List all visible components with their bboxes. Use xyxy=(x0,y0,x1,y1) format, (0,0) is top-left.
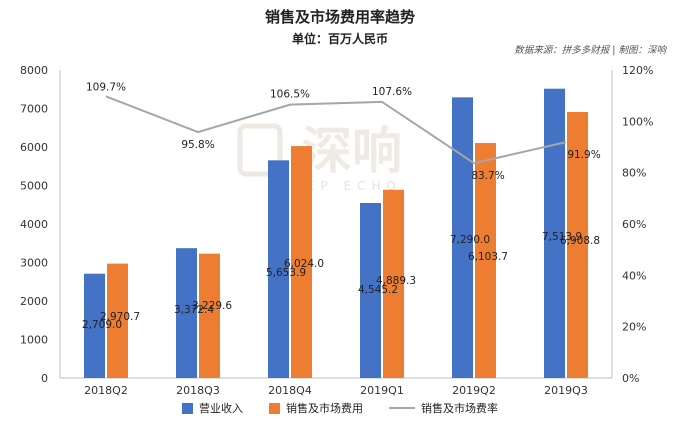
legend-swatch-marketing-expense xyxy=(269,402,280,414)
data-label-expense-ratio: 106.5% xyxy=(270,89,310,101)
data-label-marketing-expense: 3,229.6 xyxy=(192,300,232,312)
bar-marketing-expense xyxy=(291,146,312,378)
chart-title: 销售及市场费用率趋势 xyxy=(264,8,415,26)
y-right-tick-label: 40% xyxy=(622,269,646,282)
data-label-marketing-expense: 6,103.7 xyxy=(468,251,508,263)
legend-item-revenue: 营业收入 xyxy=(182,400,243,416)
bar-marketing-expense xyxy=(567,112,588,378)
data-label-revenue: 3,372.4 xyxy=(174,304,214,316)
watermark-logo-frame xyxy=(237,123,283,177)
x-tick-label: 2019Q2 xyxy=(452,384,496,397)
legend-swatch-revenue xyxy=(182,402,193,414)
line-expense-ratio xyxy=(105,95,567,165)
bar-marketing-expense xyxy=(475,143,496,378)
y-left-tick-label: 3000 xyxy=(20,257,48,270)
data-label-expense-ratio: 95.8% xyxy=(181,139,214,151)
data-label-revenue: 7,513.9 xyxy=(542,231,582,243)
data-label-revenue: 4,545.2 xyxy=(358,284,398,296)
y-right-tick-label: 60% xyxy=(622,218,646,231)
bar-marketing-expense xyxy=(199,253,220,378)
legend-label-marketing-expense: 销售及市场费用 xyxy=(286,402,363,415)
y-right-tick-label: 0% xyxy=(622,372,639,385)
chart-legend: 营业收入 销售及市场费用 销售及市场费率 xyxy=(0,400,680,416)
legend-item-expense-ratio: 销售及市场费率 xyxy=(389,400,498,416)
bar-marketing-expense xyxy=(107,263,128,378)
y-left-tick-label: 8000 xyxy=(20,64,48,77)
watermark-text: 深响 xyxy=(302,122,402,180)
y-right-tick-label: 120% xyxy=(622,64,653,77)
y-left-tick-label: 7000 xyxy=(20,103,48,116)
x-tick-label: 2018Q3 xyxy=(176,384,220,397)
legend-item-marketing-expense: 销售及市场费用 xyxy=(269,400,363,416)
data-label-revenue: 5,653.9 xyxy=(266,267,306,279)
legend-label-revenue: 营业收入 xyxy=(199,402,243,415)
y-left-tick-label: 0 xyxy=(41,372,48,385)
data-source-note: 数据来源：拼多多财报 | 制图：深响 xyxy=(514,45,666,56)
x-tick-label: 2019Q1 xyxy=(360,384,404,397)
data-label-marketing-expense: 2,970.7 xyxy=(100,311,140,323)
data-label-marketing-expense: 4,889.3 xyxy=(376,275,416,287)
data-label-expense-ratio: 109.7% xyxy=(86,81,126,93)
y-left-tick-label: 2000 xyxy=(20,295,48,308)
legend-label-expense-ratio: 销售及市场费率 xyxy=(421,402,498,415)
y-right-tick-label: 20% xyxy=(622,321,646,334)
bar-revenue xyxy=(452,97,473,379)
y-right-tick-label: 100% xyxy=(622,115,653,128)
bar-revenue xyxy=(84,273,105,378)
bar-revenue xyxy=(360,203,381,378)
data-label-expense-ratio: 107.6% xyxy=(372,86,412,98)
bar-revenue xyxy=(176,248,197,378)
legend-swatch-expense-ratio xyxy=(389,407,415,409)
data-label-marketing-expense: 6,908.8 xyxy=(560,235,600,247)
y-left-tick-label: 6000 xyxy=(20,141,48,154)
bar-revenue xyxy=(544,88,565,379)
chart-subtitle: 单位：百万人民币 xyxy=(291,32,388,46)
data-label-marketing-expense: 6,024.0 xyxy=(284,258,324,270)
data-label-revenue: 7,290.0 xyxy=(450,234,490,246)
x-tick-label: 2018Q4 xyxy=(268,384,312,397)
x-tick-label: 2018Q2 xyxy=(84,384,128,397)
data-label-expense-ratio: 83.7% xyxy=(471,170,504,182)
y-left-tick-label: 4000 xyxy=(20,218,48,231)
bar-marketing-expense xyxy=(383,189,404,378)
data-label-expense-ratio: 91.9% xyxy=(567,149,600,161)
bar-revenue xyxy=(268,160,289,378)
y-left-tick-label: 1000 xyxy=(20,334,48,347)
x-tick-label: 2019Q3 xyxy=(544,384,588,397)
y-right-tick-label: 80% xyxy=(622,167,646,180)
data-label-revenue: 2,709.0 xyxy=(82,319,122,331)
y-left-tick-label: 5000 xyxy=(20,180,48,193)
